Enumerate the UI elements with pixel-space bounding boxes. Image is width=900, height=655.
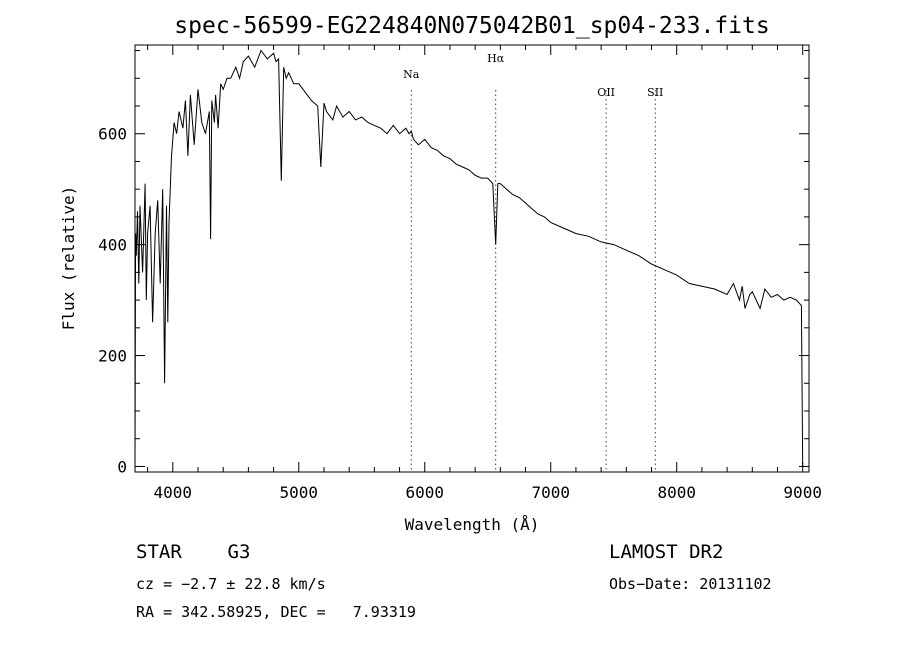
observation-date: Obs−Date: 20131102 — [609, 575, 772, 593]
x-tick-label: 8000 — [657, 483, 696, 502]
spectral-line-label: Hα — [487, 52, 505, 65]
redshift-velocity: cz = −2.7 ± 22.8 km/s — [136, 575, 326, 593]
y-tick-label: 200 — [98, 347, 127, 366]
x-tick-label: 7000 — [531, 483, 570, 502]
spectral-line-label: SII — [647, 86, 663, 99]
y-axis-label: Flux (relative) — [59, 186, 78, 331]
plot-frame — [134, 44, 810, 473]
x-tick-label: 5000 — [280, 483, 319, 502]
spectral-line-label: OII — [597, 86, 615, 99]
survey-name: LAMOST DR2 — [609, 541, 724, 563]
x-tick-label: 6000 — [405, 483, 444, 502]
spectrum-line — [134, 49, 804, 467]
object-class: STAR G3 — [136, 541, 251, 563]
x-tick-label: 9000 — [783, 483, 822, 502]
x-axis-label: Wavelength (Å) — [405, 515, 540, 534]
ra-dec: RA = 342.58925, DEC = 7.93319 — [136, 603, 416, 621]
y-tick-label: 0 — [117, 457, 127, 476]
chart-title: spec-56599-EG224840N075042B01_sp04-233.f… — [174, 13, 769, 39]
x-tick-label: 4000 — [154, 483, 193, 502]
plot-area: 4000 5000 6000 7000 8000 9000 0 200 400 600 Na Hα OI… — [98, 44, 822, 502]
y-tick-label: 600 — [98, 125, 127, 144]
y-tick-label: 400 — [98, 236, 127, 255]
spectral-line-label: Na — [403, 68, 420, 81]
